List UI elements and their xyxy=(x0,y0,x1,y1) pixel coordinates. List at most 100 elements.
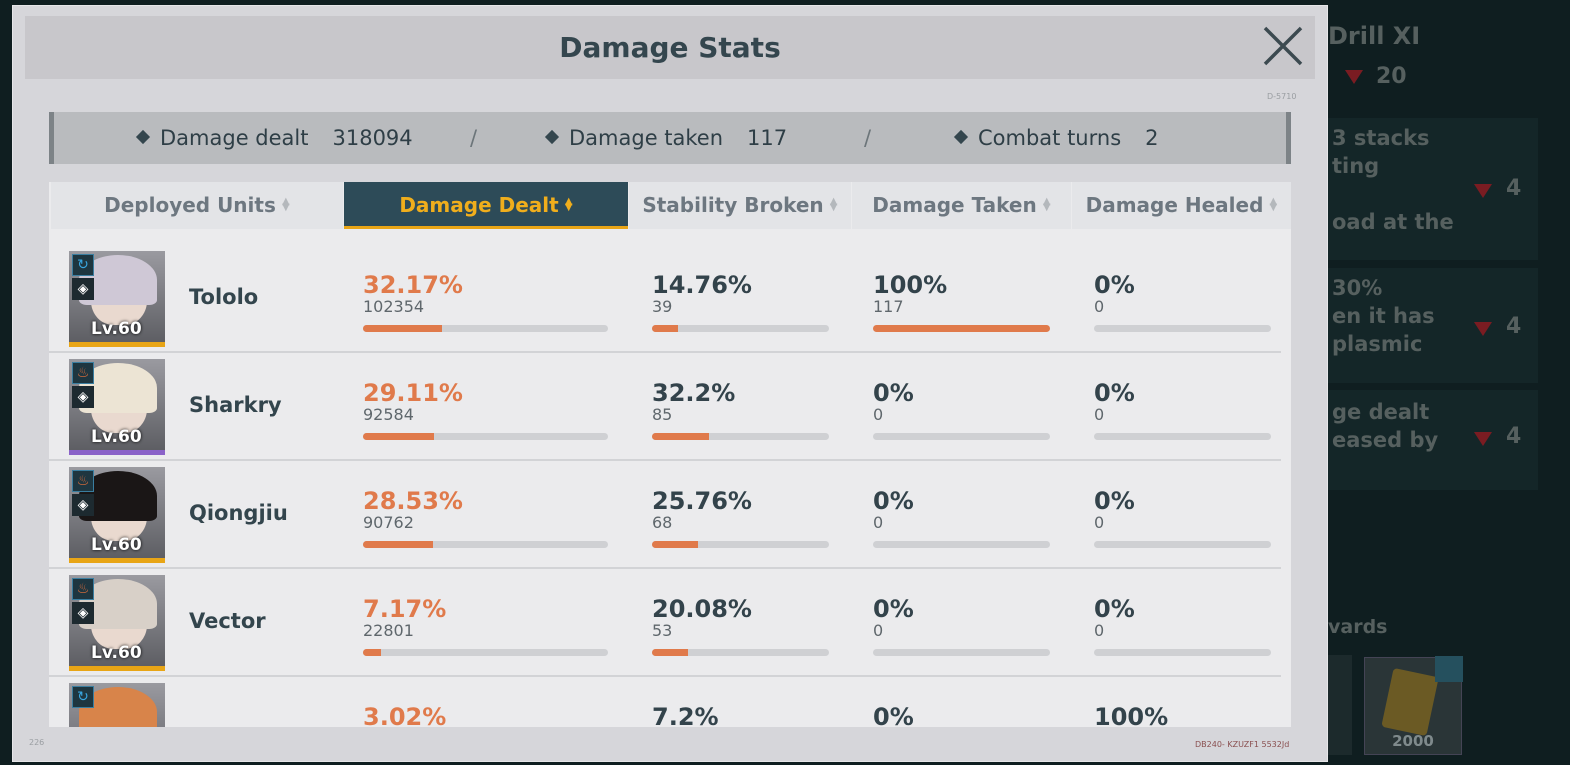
column-header-stability-broken[interactable]: Stability Broken ▲ ▼ xyxy=(629,182,851,229)
stability-value: 53 xyxy=(652,621,673,640)
summary-bar: Damage dealt 318094 / Damage taken 117 / C… xyxy=(49,112,1291,164)
dealt-percent: 29.11% xyxy=(363,379,463,407)
taken-cell: 0% 0 xyxy=(873,487,914,532)
unit-level: Lv.60 xyxy=(91,535,142,555)
separator: / xyxy=(470,126,478,150)
currency-icon xyxy=(1381,667,1439,737)
taken-percent: 0% xyxy=(873,595,914,623)
rarity-bar xyxy=(69,558,165,563)
footer-code: DB240- KZUZF1 5532Jd xyxy=(1195,740,1290,749)
stability-value: 39 xyxy=(652,297,673,316)
healed-cell: 0% 0 xyxy=(1094,271,1135,316)
summary-value: 2 xyxy=(1145,126,1159,150)
dealt-bar xyxy=(363,433,608,440)
stability-cell: 14.76% 39 xyxy=(652,271,752,316)
stability-percent: 25.76% xyxy=(652,487,752,515)
dealt-value: 102354 xyxy=(363,297,425,316)
sort-icon: ▲ ▼ xyxy=(829,196,838,213)
taken-value: 0 xyxy=(873,405,884,424)
unit-row[interactable]: ♨ ◈ Lv.60 Vector 7.17% 22801 20.08% 53 0% 0 0% 0 xyxy=(49,569,1281,677)
diamond-icon xyxy=(953,129,969,145)
diamond-icon xyxy=(135,129,151,145)
unit-name: Sharkry xyxy=(189,393,282,417)
sort-icon: ▲ ▼ xyxy=(282,196,290,213)
taken-cell: 0% xyxy=(873,703,914,727)
sort-icon: ▲ ▼ xyxy=(564,196,573,213)
column-header-damage-dealt[interactable]: Damage Dealt ▲ ▼ xyxy=(344,182,628,229)
effect-card: 30% en it has plasmic 4 xyxy=(1328,268,1538,383)
column-label: Stability Broken xyxy=(642,193,824,217)
dealt-bar xyxy=(363,541,608,548)
unit-row[interactable]: ♨ ◈ Lv.60 Sharkry 29.11% 92584 32.2% 85 0% 0 0% 0 xyxy=(49,353,1281,461)
unit-name: Tololo xyxy=(189,285,259,309)
stability-percent: 20.08% xyxy=(652,595,752,623)
unit-level: Lv.60 xyxy=(91,319,142,339)
stability-cell: 7.2% xyxy=(652,703,719,727)
unit-avatar: ♨ ◈ Lv.60 xyxy=(69,467,165,563)
fire-icon: ♨ xyxy=(72,578,94,600)
dealt-percent: 32.17% xyxy=(363,271,463,299)
corner-code: 226 xyxy=(29,738,45,747)
mission-subtitle: Drill XI xyxy=(1328,22,1421,50)
unit-row[interactable]: ↻ ◈ Lv.60 Tololo 32.17% 102354 14.76% 39 100% 117… xyxy=(49,245,1281,353)
column-label: Deployed Units xyxy=(104,193,276,217)
taken-value: 117 xyxy=(873,297,904,316)
taken-bar xyxy=(873,649,1050,656)
stability-bar xyxy=(652,433,829,440)
column-header-damage-healed[interactable]: Damage Healed ▲ ▼ xyxy=(1072,182,1291,229)
unit-row[interactable]: ♨ ◈ Lv.60 Qiongjiu 28.53% 90762 25.76% 68 0% 0 0% 0 xyxy=(49,461,1281,569)
unit-name: Vector xyxy=(189,609,266,633)
summary-value: 318094 xyxy=(332,126,413,150)
healed-bar xyxy=(1094,649,1271,656)
taken-value: 0 xyxy=(873,513,884,532)
taken-percent: 0% xyxy=(873,703,914,727)
stability-percent: 14.76% xyxy=(652,271,752,299)
bar-fill xyxy=(652,433,709,440)
bar-fill xyxy=(873,325,1050,332)
reward-item[interactable] xyxy=(1328,655,1352,755)
stability-value: 85 xyxy=(652,405,673,424)
stability-value: 68 xyxy=(652,513,673,532)
healed-cell: 0% 0 xyxy=(1094,487,1135,532)
effect-card: 3 stacks ting oad at the 4 xyxy=(1328,118,1538,260)
bar-fill xyxy=(363,433,435,440)
stability-cell: 20.08% 53 xyxy=(652,595,752,640)
dealt-cell: 7.17% 22801 xyxy=(363,595,446,640)
healed-value: 0 xyxy=(1094,405,1105,424)
column-header-deployed-units[interactable]: Deployed Units ▲ ▼ xyxy=(51,182,343,229)
dealt-percent: 7.17% xyxy=(363,595,447,623)
rarity-bar xyxy=(69,666,165,671)
class-icon: ◈ xyxy=(72,494,94,516)
stability-bar xyxy=(652,649,829,656)
healed-percent: 100% xyxy=(1094,703,1169,727)
effect-value: 4 xyxy=(1506,314,1522,339)
threat-total: 20 xyxy=(1376,64,1407,89)
bar-fill xyxy=(652,325,679,332)
stability-bar xyxy=(652,541,829,548)
dealt-cell: 29.11% 92584 xyxy=(363,379,463,424)
reward-item[interactable]: 2000 xyxy=(1364,656,1463,755)
dealt-value: 22801 xyxy=(363,621,414,640)
unit-level: Lv.60 xyxy=(91,427,142,447)
close-button[interactable] xyxy=(1261,24,1305,68)
threat-icon xyxy=(1474,322,1492,336)
bar-fill xyxy=(363,649,381,656)
unit-avatar: ↻ ◈ Lv.60 xyxy=(69,251,165,347)
stability-percent: 32.2% xyxy=(652,379,736,407)
summary-damage-dealt: Damage dealt 318094 xyxy=(135,126,413,150)
healed-percent: 0% xyxy=(1094,487,1135,515)
taken-bar xyxy=(873,325,1050,332)
unit-avatar: ↻ xyxy=(69,683,165,727)
stability-percent: 7.2% xyxy=(652,703,719,727)
unit-row[interactable]: ↻ 3.02% 7.2% 0% 100% xyxy=(49,677,1281,727)
summary-label: Damage dealt xyxy=(160,126,309,150)
dealt-bar xyxy=(363,649,608,656)
cycle-icon: ↻ xyxy=(72,254,94,276)
healed-cell: 0% 0 xyxy=(1094,379,1135,424)
bar-fill xyxy=(652,649,688,656)
column-header-damage-taken[interactable]: Damage Taken ▲ ▼ xyxy=(852,182,1071,229)
healed-bar xyxy=(1094,433,1271,440)
effect-text: 30% en it has plasmic xyxy=(1332,276,1435,356)
stability-cell: 32.2% 85 xyxy=(652,379,735,424)
dealt-percent: 3.02% xyxy=(363,703,447,727)
